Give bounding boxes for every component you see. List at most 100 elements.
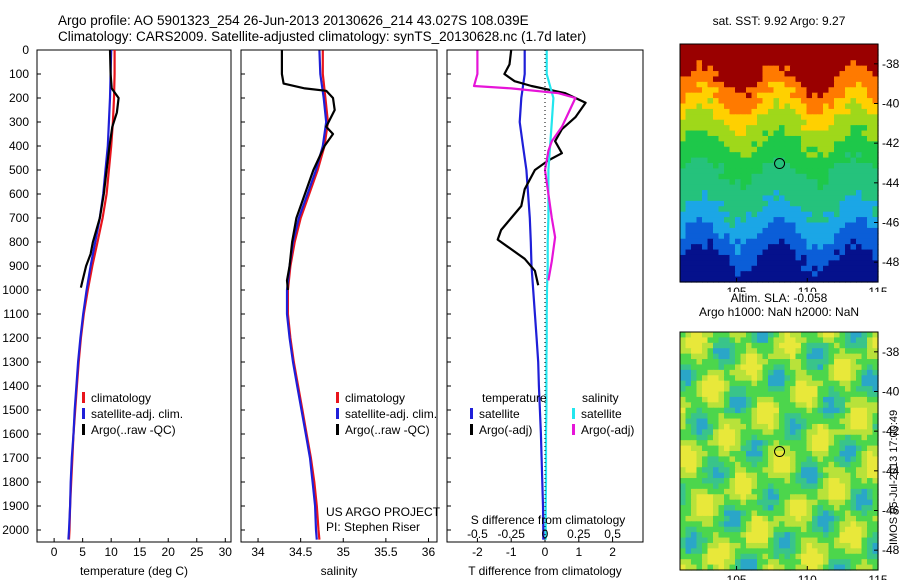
- map-x-tick-label: 105: [727, 573, 747, 580]
- x-tick-label: 5: [79, 545, 86, 559]
- x-tick-label: 25: [190, 545, 204, 559]
- depth-tick-label: 1100: [3, 307, 29, 321]
- x-tick-label: 34.5: [289, 545, 313, 559]
- series-line-satellite-adj-clim-: [285, 49, 328, 540]
- x-tick-label: 0: [51, 545, 58, 559]
- depth-tick-label: 2000: [2, 523, 29, 537]
- difference-profile-frame: [446, 49, 644, 543]
- sst-field: [680, 44, 879, 283]
- sst-map: -38 -40 -42 -44 -46 -48 105 110 115: [679, 43, 900, 292]
- depth-tick-label: 1300: [2, 355, 29, 369]
- legend-item-temp-argo: Argo(-adj): [470, 422, 532, 438]
- depth-tick-label: 300: [9, 115, 29, 129]
- salinity-xlabel: salinity: [321, 564, 358, 578]
- depth-tick-label: 200: [9, 91, 29, 105]
- series-line-satellite: [518, 50, 545, 540]
- x-tick-label: 0: [542, 545, 549, 559]
- title-line-1: Argo profile: AO 5901323_254 26-Jun-2013…: [58, 13, 529, 28]
- x-top-tick-label: 0.5: [604, 527, 621, 541]
- argo-location-marker: [774, 446, 786, 458]
- depth-tick-label: 1600: [2, 427, 29, 441]
- depth-tick-label: 1900: [2, 499, 29, 513]
- map-y-tick-label: -48: [882, 543, 900, 557]
- map-x-tick-label: 115: [868, 285, 887, 292]
- depth-tick-label: 900: [9, 259, 29, 273]
- map-y-tick-label: -40: [882, 385, 900, 399]
- x-tick-label: 2: [609, 545, 616, 559]
- legend-item-sal-argo: Argo(-adj): [572, 422, 634, 438]
- salinity-annotation-pi: PI: Stephen Riser: [326, 520, 420, 534]
- series-line-argo-adj-: [496, 49, 587, 286]
- depth-tick-label: 700: [9, 211, 29, 225]
- x-tick-label: 34: [251, 545, 265, 559]
- depth-tick-label: 1800: [2, 475, 29, 489]
- series-line-argo-adj-: [472, 50, 577, 281]
- map-y-tick-label: -44: [882, 176, 900, 190]
- legend-item-argo: Argo(..raw -QC): [336, 422, 437, 438]
- depth-tick-label: 600: [9, 187, 29, 201]
- legend-swatch-cyan: [572, 408, 575, 419]
- depth-tick-label: 1700: [2, 451, 29, 465]
- legend-swatch-magenta: [572, 424, 575, 435]
- series-line-climatology: [286, 50, 329, 540]
- x-top-tick-label: -0.5: [467, 527, 488, 541]
- x-tick-label: 35.5: [374, 545, 398, 559]
- salinity-legend: climatology satellite-adj. clim. Argo(..…: [336, 390, 437, 438]
- sst-map-frame: [679, 43, 879, 283]
- depth-tick-label: 1500: [2, 403, 29, 417]
- x-tick-label: 36: [422, 545, 436, 559]
- argo-location-marker: [774, 158, 786, 170]
- x-tick-label: 20: [162, 545, 176, 559]
- legend-item-satellite: satellite-adj. clim.: [82, 406, 183, 422]
- legend-swatch-blue: [470, 408, 473, 419]
- depth-axis: 0 100 200 300 400 500 600 700 800 900 1000 1100 1200…: [2, 43, 451, 537]
- x-top-tick-label: -0.25: [498, 527, 526, 541]
- sla-field: [680, 332, 879, 571]
- legend-swatch-blue: [336, 408, 339, 419]
- map-y-tick-label: -42: [882, 424, 900, 438]
- legend-swatch-red: [82, 392, 85, 403]
- depth-tick-label: 100: [9, 67, 29, 81]
- map-y-tick-label: -38: [882, 345, 900, 359]
- series-line-argo-raw-qc-: [79, 49, 120, 288]
- depth-tick-label: 1000: [2, 283, 29, 297]
- depth-tick-label: 400: [9, 139, 29, 153]
- map-y-tick-label: -40: [882, 97, 900, 111]
- salinity-profile-frame: [240, 49, 438, 543]
- x-tick-label: 35: [337, 545, 351, 559]
- x-tick-label: 10: [104, 545, 118, 559]
- sla-map-frame: [679, 331, 879, 571]
- map-y-tick-label: -46: [882, 504, 900, 518]
- temperature-legend: climatology satellite-adj. clim. Argo(..…: [82, 390, 183, 438]
- depth-tick-label: 0: [22, 43, 29, 57]
- series-line-satellite: [544, 50, 555, 540]
- x-top-tick-label: 0.25: [567, 527, 591, 541]
- difference-xlabel-bottom: T difference from climatology: [468, 564, 622, 578]
- legend-item-climatology: climatology: [336, 390, 437, 406]
- legend-swatch-blue: [82, 408, 85, 419]
- map-y-tick-label: -44: [882, 464, 900, 478]
- x-tick-label: -2: [472, 545, 483, 559]
- legend-item-satellite: satellite-adj. clim.: [336, 406, 437, 422]
- map-x-tick-label: 105: [727, 285, 747, 292]
- sla-map: -38 -40 -42 -44 -46 -48 105 110 115: [679, 331, 900, 580]
- map-y-tick-label: -42: [882, 136, 900, 150]
- temperature-xlabel: temperature (deg C): [80, 564, 188, 578]
- map-y-tick-label: -46: [882, 216, 900, 230]
- x-tick-label: -1: [506, 545, 517, 559]
- depth-tick-label: 800: [9, 235, 29, 249]
- difference-xlabel-top: S difference from climatology: [471, 513, 626, 527]
- x-tick-label: 1: [575, 545, 582, 559]
- legend-swatch-black: [470, 424, 473, 435]
- sst-map-title: sat. SST: 9.92 Argo: 9.27: [712, 14, 846, 28]
- sla-map-title-2: Argo h1000: NaN h2000: NaN: [698, 305, 860, 319]
- legend-swatch-black: [336, 424, 339, 435]
- x-top-tick-label: 0: [542, 527, 549, 541]
- legend-item-temp-satellite: satellite: [470, 406, 520, 422]
- depth-tick-label: 1200: [2, 331, 29, 345]
- legend-item-climatology: climatology: [82, 390, 183, 406]
- sla-map-title-1: Altim. SLA: -0.058: [730, 291, 828, 305]
- legend-swatch-red: [336, 392, 339, 403]
- imos-credit: IMOS 05-Jul-2013 17:00:49: [888, 409, 900, 545]
